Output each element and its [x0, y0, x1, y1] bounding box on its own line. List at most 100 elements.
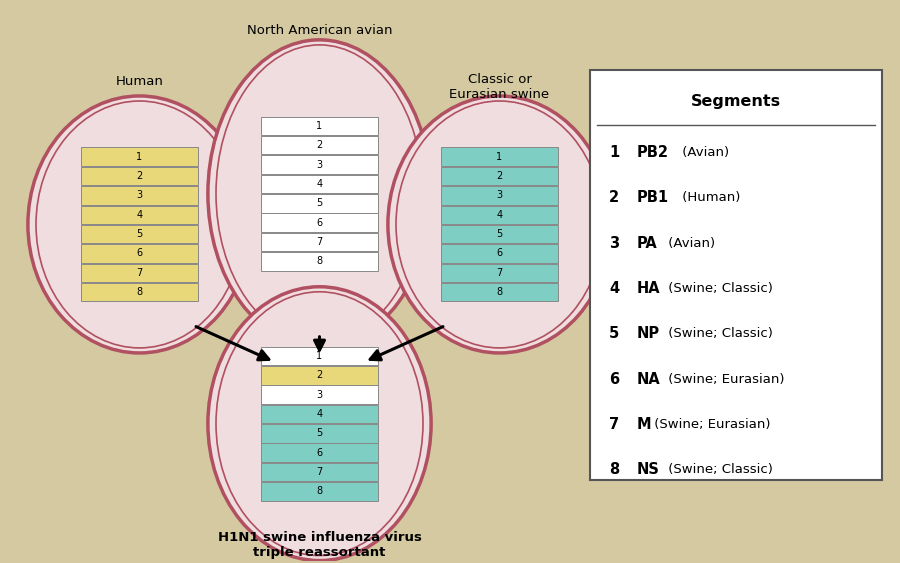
- Bar: [81, 186, 198, 205]
- Text: 8: 8: [317, 486, 322, 497]
- Ellipse shape: [216, 292, 423, 556]
- Text: HA: HA: [636, 281, 660, 296]
- Text: 7: 7: [137, 268, 142, 278]
- Text: 6: 6: [137, 248, 142, 258]
- Text: 4: 4: [317, 179, 322, 189]
- Text: (Avian): (Avian): [679, 146, 729, 159]
- Text: Segments: Segments: [690, 93, 781, 109]
- Bar: [261, 482, 378, 501]
- Text: 6: 6: [497, 248, 502, 258]
- Bar: [81, 205, 198, 224]
- Text: 6: 6: [317, 218, 322, 227]
- Text: 1: 1: [609, 145, 619, 160]
- Text: 2: 2: [317, 370, 322, 380]
- Bar: [441, 225, 558, 243]
- Text: 8: 8: [317, 256, 322, 266]
- Text: 6: 6: [317, 448, 322, 458]
- Text: 1: 1: [137, 151, 142, 162]
- Text: M: M: [636, 417, 651, 432]
- Bar: [441, 283, 558, 301]
- Ellipse shape: [396, 101, 603, 348]
- Bar: [261, 213, 378, 232]
- Bar: [261, 366, 378, 385]
- Bar: [441, 244, 558, 263]
- Bar: [261, 385, 378, 404]
- Text: 3: 3: [137, 190, 142, 200]
- Text: 7: 7: [497, 268, 502, 278]
- Text: 7: 7: [317, 237, 322, 247]
- Text: 3: 3: [497, 190, 502, 200]
- Text: (Avian): (Avian): [664, 236, 716, 250]
- Text: 5: 5: [497, 229, 502, 239]
- Text: 4: 4: [497, 210, 502, 220]
- Text: 4: 4: [137, 210, 142, 220]
- Text: (Swine; Classic): (Swine; Classic): [664, 327, 773, 340]
- Bar: [261, 233, 378, 251]
- Text: (Swine; Classic): (Swine; Classic): [664, 463, 773, 476]
- Text: 3: 3: [317, 390, 322, 400]
- Text: 5: 5: [137, 229, 142, 239]
- Bar: [261, 444, 378, 462]
- Ellipse shape: [216, 45, 423, 342]
- Text: 7: 7: [609, 417, 619, 432]
- Bar: [261, 347, 378, 365]
- Bar: [261, 252, 378, 271]
- Bar: [441, 263, 558, 282]
- Bar: [81, 167, 198, 185]
- Bar: [261, 136, 378, 154]
- Bar: [81, 225, 198, 243]
- Text: (Human): (Human): [679, 191, 741, 204]
- Text: PA: PA: [636, 236, 657, 251]
- Text: 2: 2: [137, 171, 142, 181]
- Ellipse shape: [208, 287, 431, 561]
- Bar: [81, 263, 198, 282]
- Bar: [81, 283, 198, 301]
- Text: (Swine; Eurasian): (Swine; Eurasian): [664, 373, 785, 386]
- Bar: [261, 463, 378, 481]
- Text: Classic or
Eurasian swine: Classic or Eurasian swine: [449, 73, 550, 101]
- Text: 1: 1: [317, 351, 322, 361]
- Text: PB2: PB2: [636, 145, 669, 160]
- Text: (Swine; Classic): (Swine; Classic): [664, 282, 773, 295]
- Text: 1: 1: [497, 151, 502, 162]
- Text: 1: 1: [317, 121, 322, 131]
- Text: 3: 3: [609, 236, 619, 251]
- Text: 8: 8: [137, 287, 142, 297]
- Text: (Swine; Eurasian): (Swine; Eurasian): [650, 418, 770, 431]
- Text: 2: 2: [317, 140, 322, 150]
- Bar: [261, 194, 378, 212]
- Ellipse shape: [208, 40, 431, 347]
- Bar: [261, 175, 378, 193]
- Bar: [261, 155, 378, 174]
- Text: PB1: PB1: [636, 190, 669, 205]
- Bar: [441, 167, 558, 185]
- Ellipse shape: [388, 96, 611, 353]
- FancyBboxPatch shape: [590, 70, 882, 480]
- Text: 7: 7: [317, 467, 322, 477]
- Text: 4: 4: [317, 409, 322, 419]
- Text: 6: 6: [609, 372, 619, 387]
- Text: 2: 2: [609, 190, 619, 205]
- Text: North American avian: North American avian: [247, 24, 392, 37]
- Bar: [441, 205, 558, 224]
- Text: 2: 2: [497, 171, 502, 181]
- Text: 8: 8: [609, 462, 619, 477]
- Ellipse shape: [28, 96, 251, 353]
- Text: Human: Human: [115, 75, 164, 88]
- Text: 5: 5: [317, 198, 322, 208]
- Ellipse shape: [36, 101, 243, 348]
- Bar: [81, 148, 198, 166]
- Bar: [261, 117, 378, 135]
- Text: NP: NP: [636, 327, 660, 341]
- Text: NA: NA: [636, 372, 660, 387]
- Text: 8: 8: [497, 287, 502, 297]
- Bar: [261, 424, 378, 443]
- Bar: [81, 244, 198, 263]
- Bar: [441, 186, 558, 205]
- Text: 4: 4: [609, 281, 619, 296]
- Bar: [261, 405, 378, 423]
- Text: 5: 5: [317, 428, 322, 439]
- Bar: [441, 148, 558, 166]
- Text: 5: 5: [609, 327, 619, 341]
- Text: NS: NS: [636, 462, 659, 477]
